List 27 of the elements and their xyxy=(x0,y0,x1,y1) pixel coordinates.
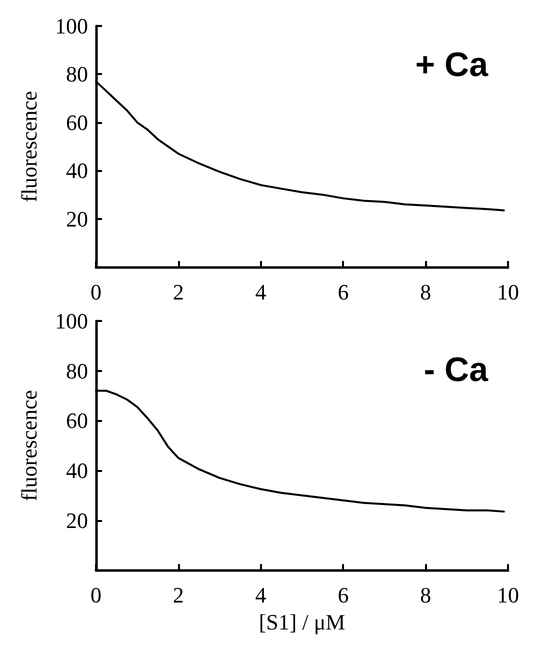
x-tick-label: 0 xyxy=(90,280,102,304)
x-tick-label: 4 xyxy=(255,582,266,608)
y-tick-label: 100 xyxy=(55,14,88,38)
x-axis-title: [S1] / μM xyxy=(258,610,346,634)
y-axis-title: fluorescence xyxy=(16,390,42,502)
x-tick-label: 10 xyxy=(497,280,519,304)
y-tick-label: 100 xyxy=(55,308,88,334)
x-tick-label: 0 xyxy=(90,582,102,608)
annotation: + Ca xyxy=(415,46,490,84)
y-tick-label: 40 xyxy=(66,458,88,483)
x-tick-label: 6 xyxy=(338,582,349,608)
y-tick-label: 60 xyxy=(66,110,88,135)
y-tick-label: 80 xyxy=(66,62,88,87)
x-tick-label: 8 xyxy=(420,280,432,304)
x-tick-label: 10 xyxy=(497,582,519,608)
x-tick-label: 2 xyxy=(172,582,184,608)
y-tick-label: 60 xyxy=(66,408,88,434)
x-tick-label: 6 xyxy=(338,280,349,304)
y-tick-label: 80 xyxy=(66,358,88,384)
x-tick-label: 8 xyxy=(420,582,432,608)
y-tick-label: 20 xyxy=(66,206,88,232)
x-tick-label: 2 xyxy=(172,280,184,304)
y-tick-label: 40 xyxy=(66,158,88,184)
x-tick-label: 4 xyxy=(255,280,266,304)
y-tick-label: 20 xyxy=(66,508,88,533)
annotation: - Ca xyxy=(424,351,490,389)
y-axis-title: fluorescence xyxy=(16,90,42,202)
